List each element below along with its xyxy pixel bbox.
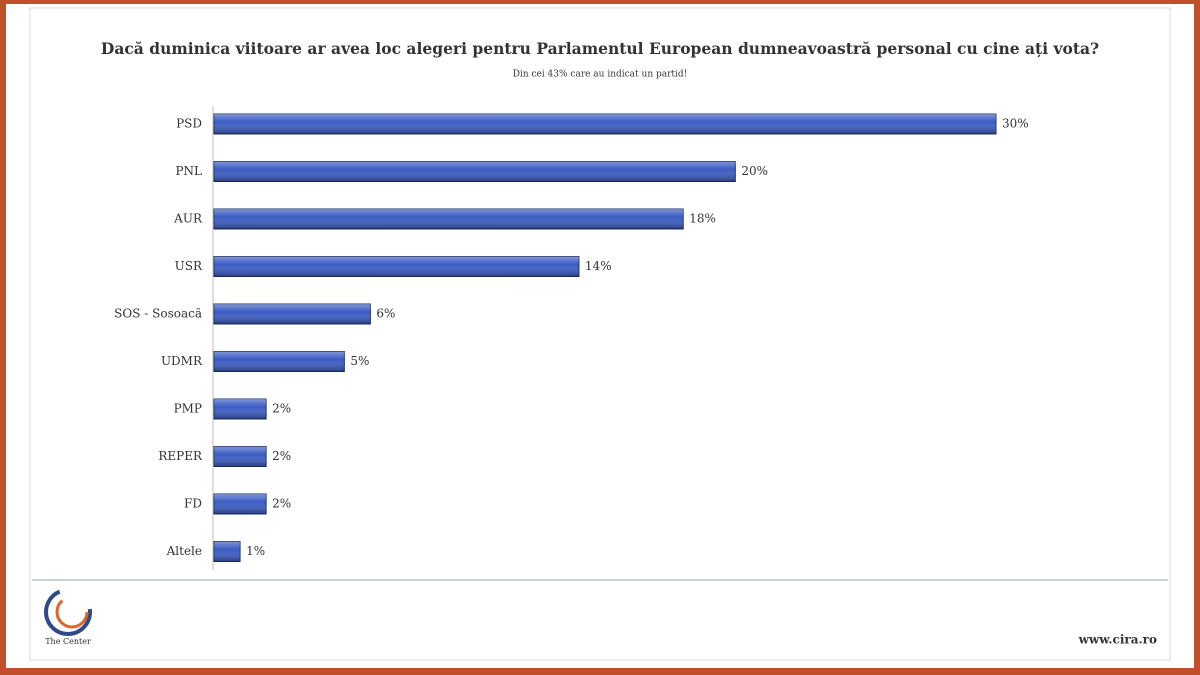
category-label: FD — [184, 497, 202, 511]
category-label: PMP — [174, 402, 202, 416]
category-label: AUR — [173, 212, 203, 226]
website: www.cira.ro — [1078, 633, 1157, 647]
logo-ring — [44, 588, 92, 636]
logo-text: The Center — [45, 637, 91, 646]
logo-ring — [55, 595, 89, 629]
value-label: 14% — [585, 259, 612, 273]
logo: The Center — [44, 588, 92, 646]
category-label: UDMR — [161, 354, 203, 368]
category-label: PNL — [175, 164, 202, 178]
bar-shade — [214, 256, 579, 277]
bar-shade — [214, 114, 996, 134]
bar-shade — [214, 209, 684, 229]
value-label: 30% — [1002, 117, 1029, 131]
bar-shade — [214, 304, 371, 324]
value-label: 18% — [689, 212, 716, 226]
bar-shade — [214, 446, 267, 467]
panel — [29, 7, 1171, 661]
value-label: 2% — [272, 402, 291, 416]
value-label: 2% — [272, 449, 291, 463]
bar-shade — [214, 399, 267, 419]
chart-title: Dacă duminica viitoare ar avea loc alege… — [101, 39, 1099, 58]
value-label: 20% — [741, 164, 768, 178]
bar-shade — [214, 351, 345, 372]
value-label: 1% — [246, 544, 265, 558]
value-label: 6% — [376, 307, 395, 321]
bar-shade — [214, 541, 241, 562]
value-label: 2% — [272, 497, 291, 511]
category-label: USR — [175, 259, 203, 273]
bar-shade — [214, 161, 736, 182]
category-label: REPER — [158, 449, 203, 463]
category-label: Altele — [166, 544, 202, 558]
category-label: SOS - Sosoacă — [114, 307, 202, 321]
chart-subtitle: Din cei 43% care au indicat un partid! — [513, 70, 688, 80]
bar-shade — [214, 494, 267, 514]
category-label: PSD — [176, 117, 202, 131]
value-label: 5% — [350, 354, 369, 368]
